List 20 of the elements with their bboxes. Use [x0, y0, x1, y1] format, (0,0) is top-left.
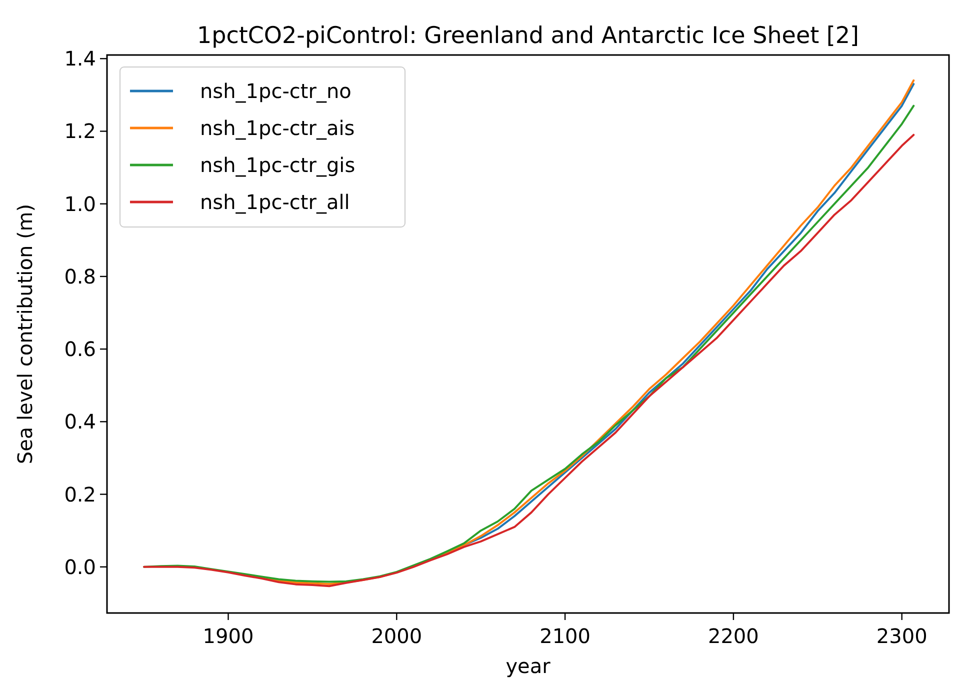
y-tick-label: 0.0 [64, 554, 96, 579]
x-tick-label: 2100 [540, 624, 590, 648]
legend-label: nsh_1pc-ctr_no [200, 79, 352, 103]
y-tick-label: 0.8 [64, 264, 96, 288]
y-tick-label: 1.0 [64, 192, 96, 216]
legend-label: nsh_1pc-ctr_gis [200, 153, 356, 177]
y-axis-title: Sea level contribution (m) [13, 204, 37, 464]
legend-label: nsh_1pc-ctr_all [200, 190, 350, 214]
y-tick-label: 0.2 [64, 482, 96, 506]
x-tick-label: 2300 [876, 624, 928, 648]
y-tick-label: 1.4 [64, 46, 96, 71]
x-tick-label: 2000 [371, 624, 422, 648]
y-tick-label: 1.2 [64, 119, 96, 144]
chart-title: 1pctCO2-piControl: Greenland and Antarctic Ice Sheet [2] [196, 23, 860, 49]
y-tick-label: 0.4 [64, 410, 96, 434]
x-tick-label: 2200 [708, 624, 759, 648]
y-tick-label: 0.6 [64, 337, 96, 362]
legend-label: nsh_1pc-ctr_ais [200, 116, 355, 140]
x-tick-label: 1900 [202, 624, 254, 648]
x-axis-title: year [506, 654, 552, 678]
